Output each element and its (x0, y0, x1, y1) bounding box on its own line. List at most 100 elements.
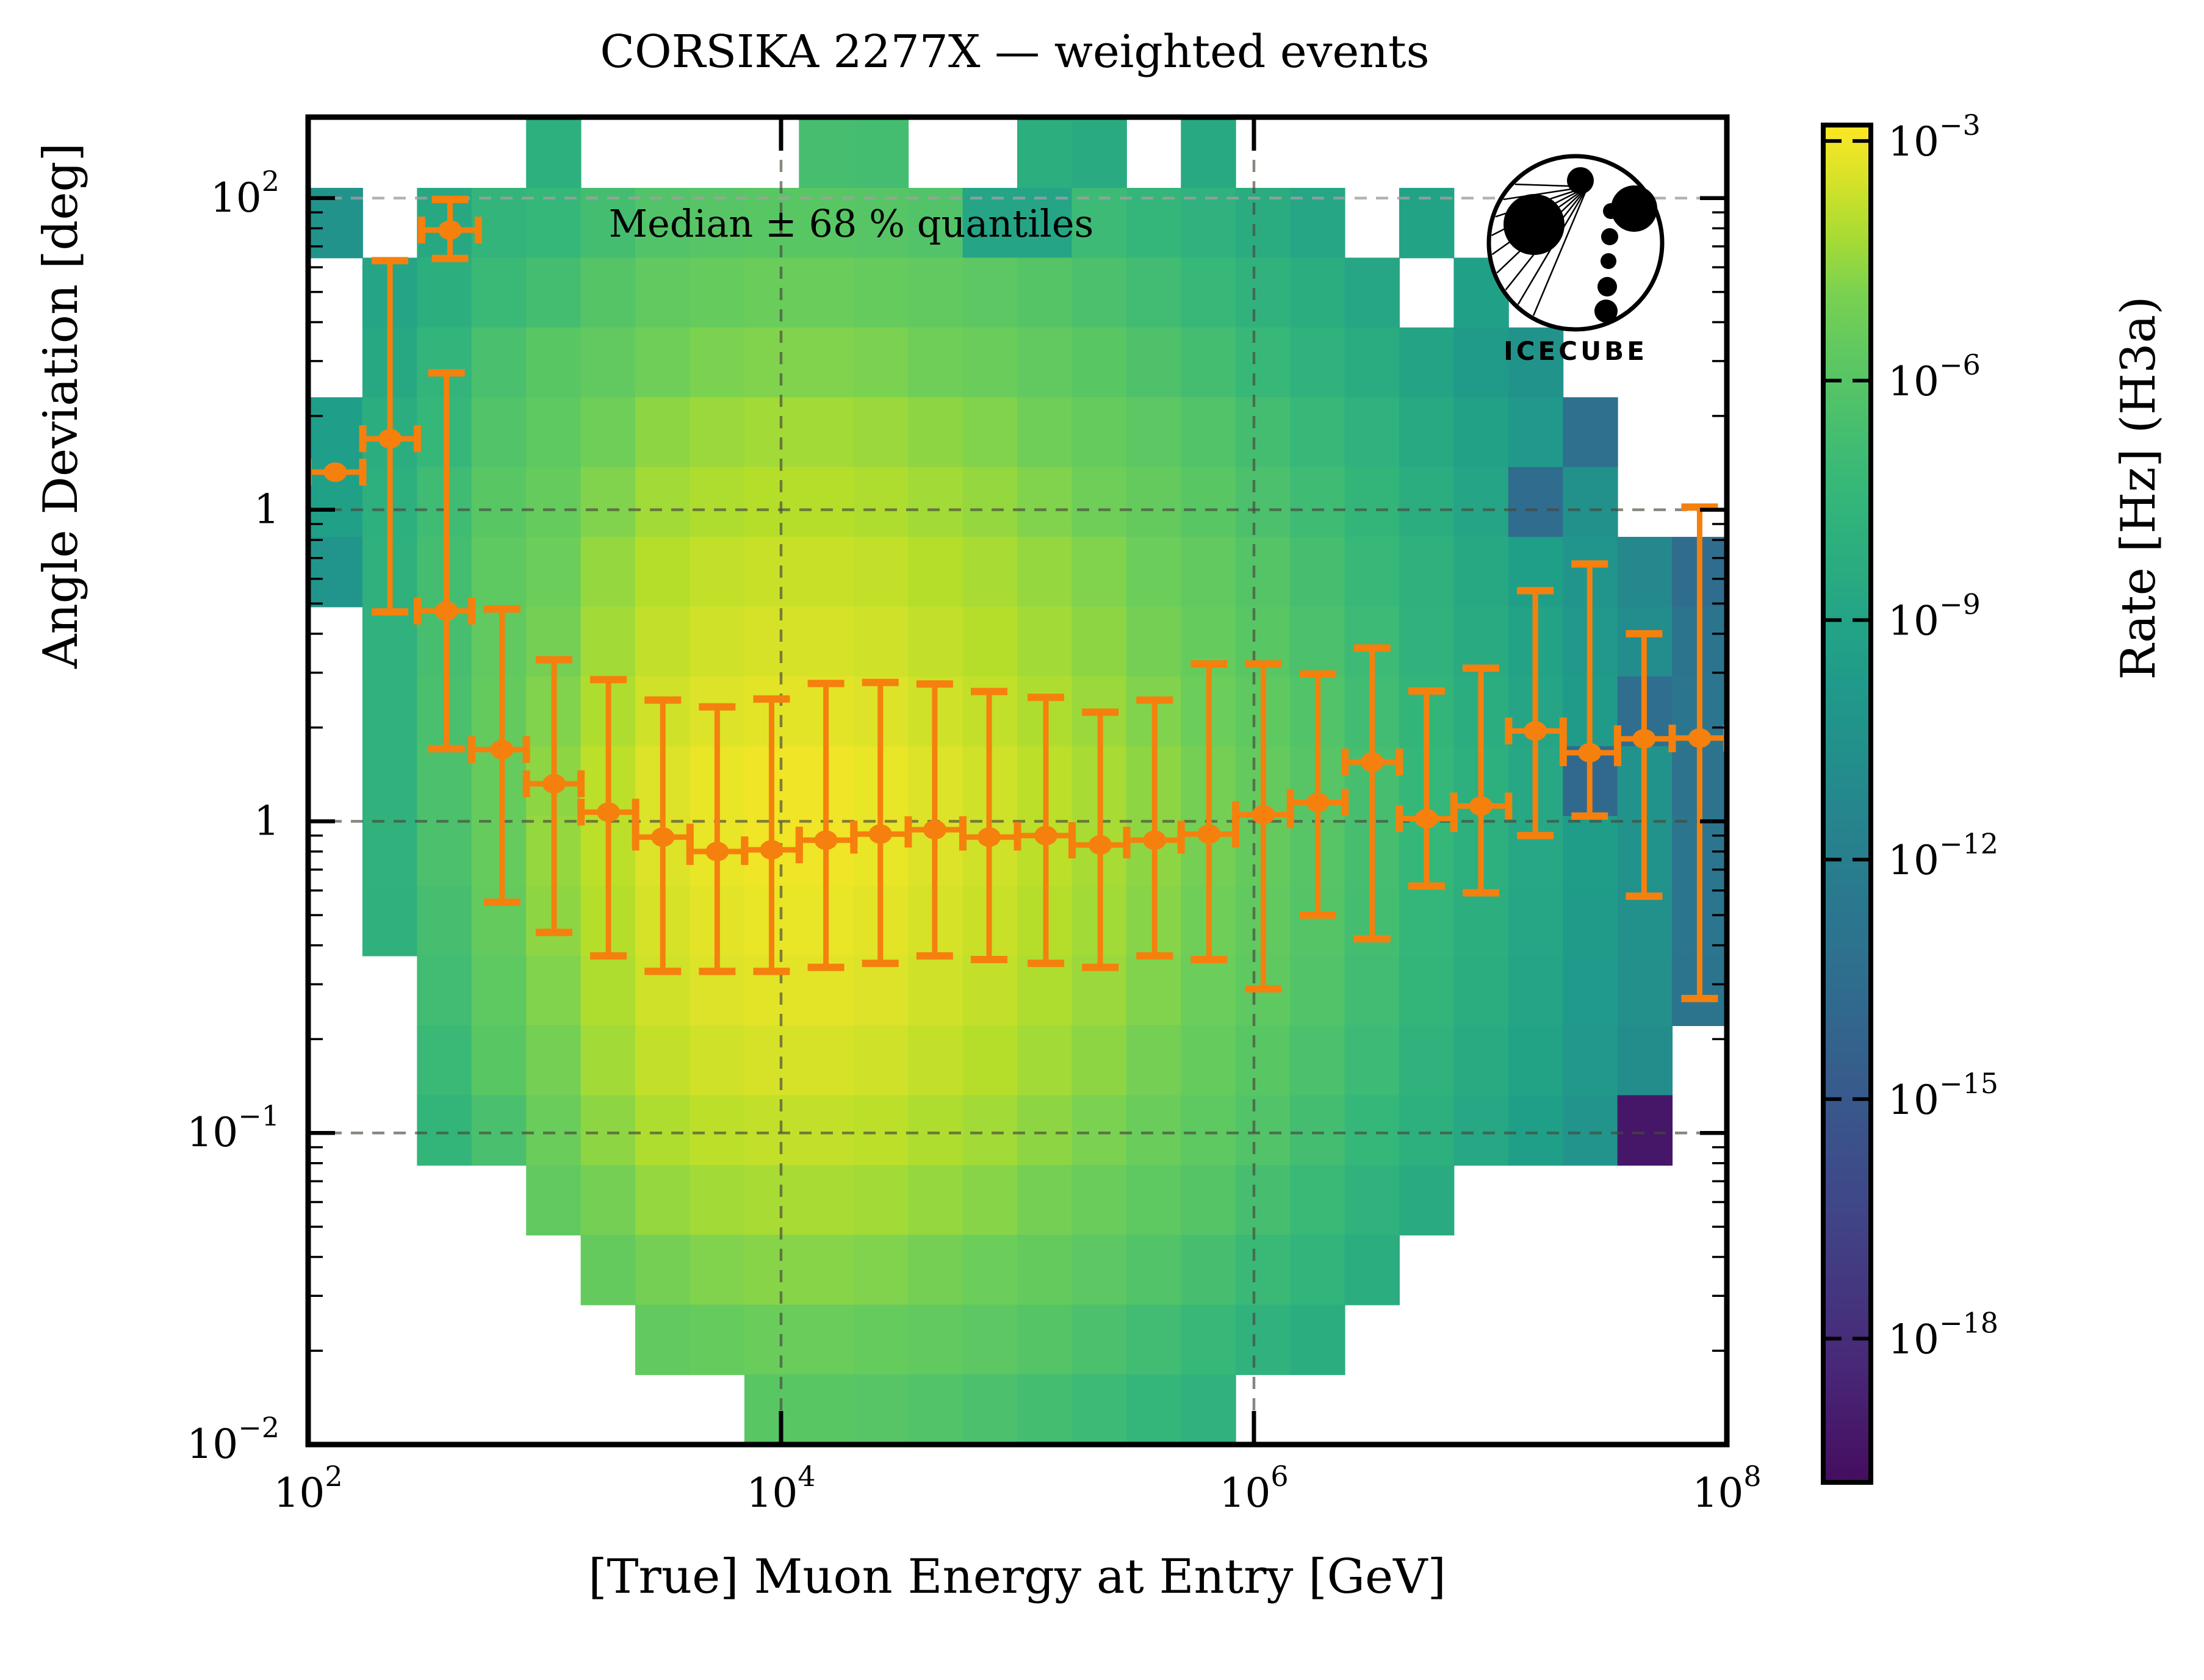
heatmap-cell (1399, 955, 1455, 1026)
heatmap-cell (526, 118, 582, 188)
median-marker (814, 830, 838, 850)
tick-labels: 102 104 106 108 102 1 1 10−1 10−2 (187, 165, 1761, 1517)
heatmap-cell (799, 257, 854, 328)
heatmap-cell (1290, 397, 1345, 468)
heatmap-cell (362, 886, 418, 957)
heatmap-cell (580, 1025, 636, 1096)
heatmap-cell (1399, 537, 1455, 608)
median-point-group (1450, 664, 1513, 897)
heatmap-cell (1453, 327, 1509, 398)
x-axis-label: [True] Muon Energy at Entry [GeV] (588, 1549, 1446, 1604)
heatmap-cell (471, 327, 527, 398)
heatmap-cell (1126, 537, 1182, 608)
median-marker (651, 827, 675, 847)
heatmap-cell (417, 1025, 472, 1096)
heatmap-cell (1563, 886, 1618, 957)
heatmap-cell (1126, 1235, 1182, 1305)
heatmap-cell (1344, 1165, 1400, 1236)
heatmap-cell (1181, 187, 1236, 259)
heatmap-cell (908, 1374, 963, 1445)
heatmap-cell (1126, 187, 1182, 259)
heatmap-cell (1344, 467, 1400, 538)
heatmap-cell (1017, 1165, 1073, 1236)
median-marker (323, 462, 347, 483)
heatmap-cell (1617, 955, 1673, 1026)
heatmap-cell (1453, 886, 1509, 957)
heatmap-cell (471, 955, 527, 1026)
heatmap-cell (1181, 397, 1236, 468)
heatmap-cell (744, 257, 800, 328)
heatmap-cell (962, 537, 1018, 608)
y-tick-label: 10−2 (187, 1411, 279, 1468)
heatmap-cell (1344, 257, 1400, 328)
logo-dot (1567, 167, 1594, 194)
heatmap-cell (908, 1165, 963, 1236)
heatmap-cell (690, 397, 745, 468)
heatmap-cell (417, 746, 472, 817)
heatmap-cell (1290, 955, 1345, 1026)
heatmap-cell (1071, 1304, 1127, 1376)
heatmap-cell (1453, 467, 1509, 538)
heatmap-cell (1508, 397, 1564, 468)
median-point-group (1559, 560, 1621, 820)
heatmap-cell (526, 537, 582, 608)
heatmap-cell (1181, 467, 1236, 538)
heatmap-cell (308, 397, 363, 468)
heatmap-cell (908, 606, 963, 677)
median-marker (1632, 729, 1656, 749)
logo-dot (1597, 277, 1617, 296)
heatmap-cell (417, 886, 472, 957)
heatmap-cell (1290, 257, 1345, 328)
heatmap-cell (1126, 1095, 1182, 1166)
heatmap-cell (635, 1165, 691, 1236)
heatmap-cell (526, 467, 582, 538)
heatmap-cell (1290, 1304, 1345, 1376)
heatmap-cell (962, 1025, 1018, 1096)
heatmap-cell (1017, 467, 1073, 538)
y-tick-label: 102 (211, 165, 279, 221)
heatmap-cell (799, 1374, 854, 1445)
heatmap-cell (1181, 257, 1236, 328)
heatmap-cell (853, 397, 909, 468)
heatmap-cell (962, 1165, 1018, 1236)
median-point-group (359, 257, 422, 616)
colorbar: 10−3 10−6 10−9 10−12 10−15 10−18 (1821, 109, 1998, 1485)
heatmap-cell (1617, 1025, 1673, 1096)
heatmap-cell (526, 187, 582, 259)
heatmap-cell (1071, 467, 1127, 538)
heatmap-cell (1290, 1025, 1345, 1096)
logo-wordmark: ICECUBE (1504, 336, 1648, 366)
x-tick-label: 106 (1219, 1460, 1288, 1517)
heatmap-cell (1235, 187, 1291, 259)
heatmap-cell (580, 187, 636, 259)
y-tick-label: 1 (254, 797, 279, 844)
heatmap-cell (1563, 397, 1618, 468)
heatmap-cell (471, 606, 527, 677)
heatmap-cell (690, 1235, 745, 1305)
heatmap-cell (417, 816, 472, 887)
x-tick-label: 104 (746, 1460, 815, 1517)
heatmap-cell (1399, 1165, 1455, 1236)
heatmap-cell (690, 257, 745, 328)
heatmap-cell (1563, 467, 1618, 538)
heatmap-cell (362, 746, 418, 817)
heatmap-cell (962, 955, 1018, 1026)
heatmap-cell (799, 1095, 854, 1166)
heatmap-cell (853, 1235, 909, 1305)
heatmap-cell (853, 1025, 909, 1096)
heatmap-cell (853, 327, 909, 398)
heatmap-cell (1344, 397, 1400, 468)
heatmap-cell (799, 397, 854, 468)
heatmap-cell (580, 257, 636, 328)
heatmap-cell (1181, 1374, 1236, 1445)
heatmap-cell (908, 257, 963, 328)
median-marker (434, 601, 458, 621)
logo-dot (1504, 194, 1565, 255)
heatmap-cell (1017, 955, 1073, 1026)
heatmap-cell (1071, 1235, 1127, 1305)
median-marker (597, 802, 621, 822)
heatmap-cell (1235, 327, 1291, 398)
median-marker (760, 840, 783, 860)
heatmap-cell (744, 327, 800, 398)
median-point-group (1177, 660, 1240, 964)
